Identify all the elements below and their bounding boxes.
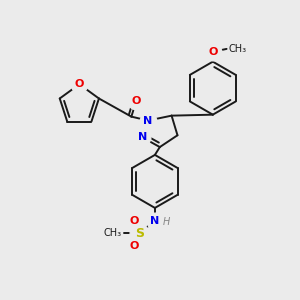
- Text: N: N: [137, 132, 147, 142]
- Text: O: O: [75, 79, 84, 89]
- Text: N: N: [143, 116, 153, 126]
- Text: N: N: [150, 216, 160, 226]
- Text: O: O: [130, 216, 139, 226]
- Text: O: O: [132, 96, 141, 106]
- Text: H: H: [163, 217, 170, 226]
- Text: O: O: [208, 47, 218, 57]
- Text: S: S: [135, 227, 144, 240]
- Text: CH₃: CH₃: [103, 228, 122, 239]
- Text: CH₃: CH₃: [229, 44, 247, 54]
- Text: O: O: [130, 241, 139, 251]
